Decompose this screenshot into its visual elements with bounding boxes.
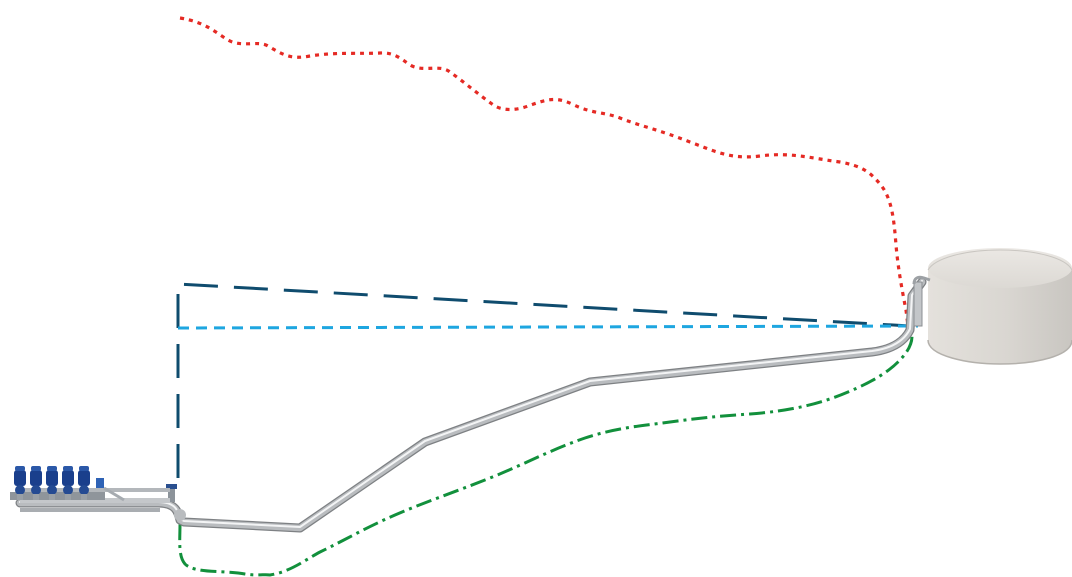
pump-unit xyxy=(46,466,58,500)
pump-unit xyxy=(78,466,90,500)
pump-unit xyxy=(14,466,26,500)
pipeline-highlight xyxy=(19,280,923,528)
valve xyxy=(166,484,177,502)
pump-unit xyxy=(30,466,42,500)
tank-inlet-riser xyxy=(913,281,923,327)
light-blue-dashed-line xyxy=(177,324,919,330)
pump-unit xyxy=(62,466,74,500)
storage-tank xyxy=(912,248,1072,365)
red-dotted-line xyxy=(179,16,910,327)
pipeline xyxy=(15,277,927,533)
manifold-valve xyxy=(96,478,125,502)
pump-station xyxy=(10,466,170,512)
tank-body xyxy=(928,270,1072,364)
pipe-elbow xyxy=(174,509,186,521)
dark-blue-long-dash-line xyxy=(176,282,911,478)
green-dash-dot-line xyxy=(178,335,914,577)
tank-roof xyxy=(928,248,1072,288)
